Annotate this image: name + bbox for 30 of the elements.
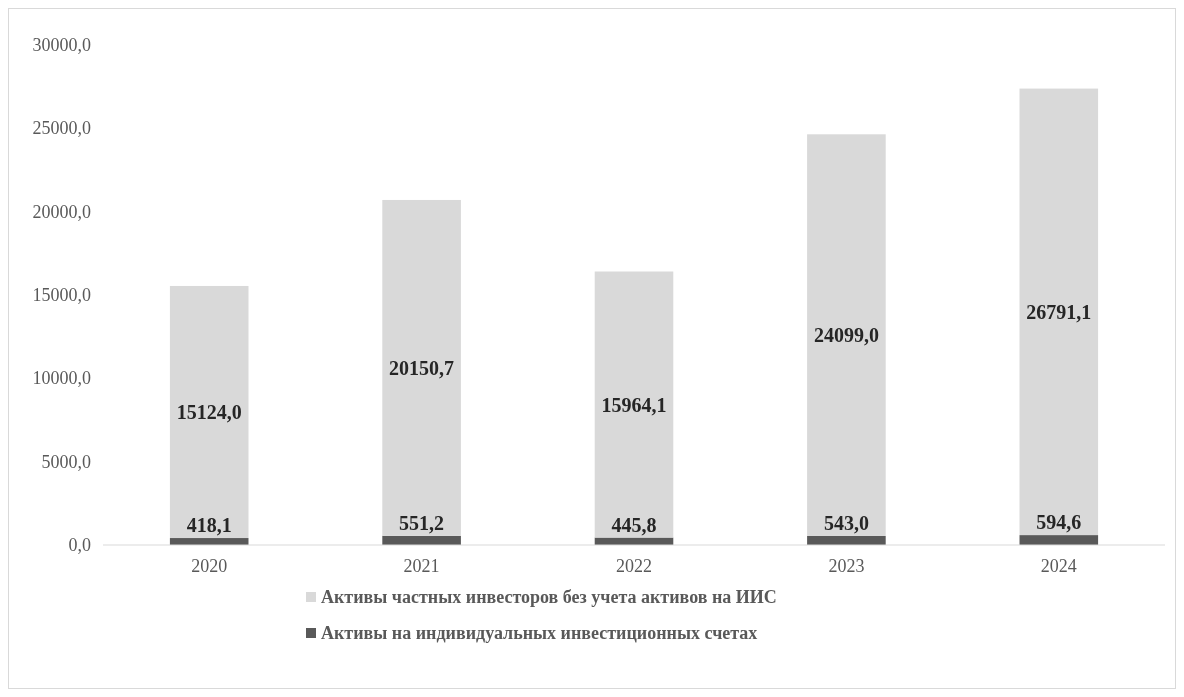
bar <box>1019 535 1099 545</box>
x-tick-label: 2021 <box>403 556 440 576</box>
y-tick-label: 15000,0 <box>32 285 91 305</box>
x-tick-label: 2023 <box>828 556 865 576</box>
bar <box>807 134 886 536</box>
y-tick-label: 5000,0 <box>41 451 91 472</box>
bar <box>594 271 674 538</box>
data-label: 24099,0 <box>813 324 879 347</box>
data-label: 551,2 <box>399 511 445 534</box>
data-label: 418,1 <box>186 514 232 537</box>
x-tick-label: 2020 <box>191 556 228 576</box>
bar <box>382 199 461 536</box>
data-label: 445,8 <box>611 513 657 536</box>
data-label: 20150,7 <box>389 356 455 379</box>
legend-label: Активы частных инвесторов без учета активов на ИИС <box>321 587 777 607</box>
data-label: 26791,1 <box>1026 300 1092 323</box>
legend-label: Активы на индивидуальных инвестиционных счетах <box>321 623 758 643</box>
data-label: 594,6 <box>1036 511 1082 534</box>
bar <box>1019 88 1099 536</box>
y-tick-label: 20000,0 <box>32 201 91 222</box>
data-label: 543,0 <box>823 511 869 534</box>
y-tick-label: 0,0 <box>68 535 91 555</box>
data-label: 15124,0 <box>176 401 242 423</box>
x-tick-label: 2022 <box>616 556 652 576</box>
bar <box>169 285 249 539</box>
y-tick-label: 10000,0 <box>32 368 91 389</box>
y-tick-label: 25000,0 <box>32 118 91 139</box>
x-tick-label: 2024 <box>1040 556 1077 576</box>
data-label: 15964,1 <box>601 393 667 416</box>
y-tick-label: 30000,0 <box>32 35 91 55</box>
